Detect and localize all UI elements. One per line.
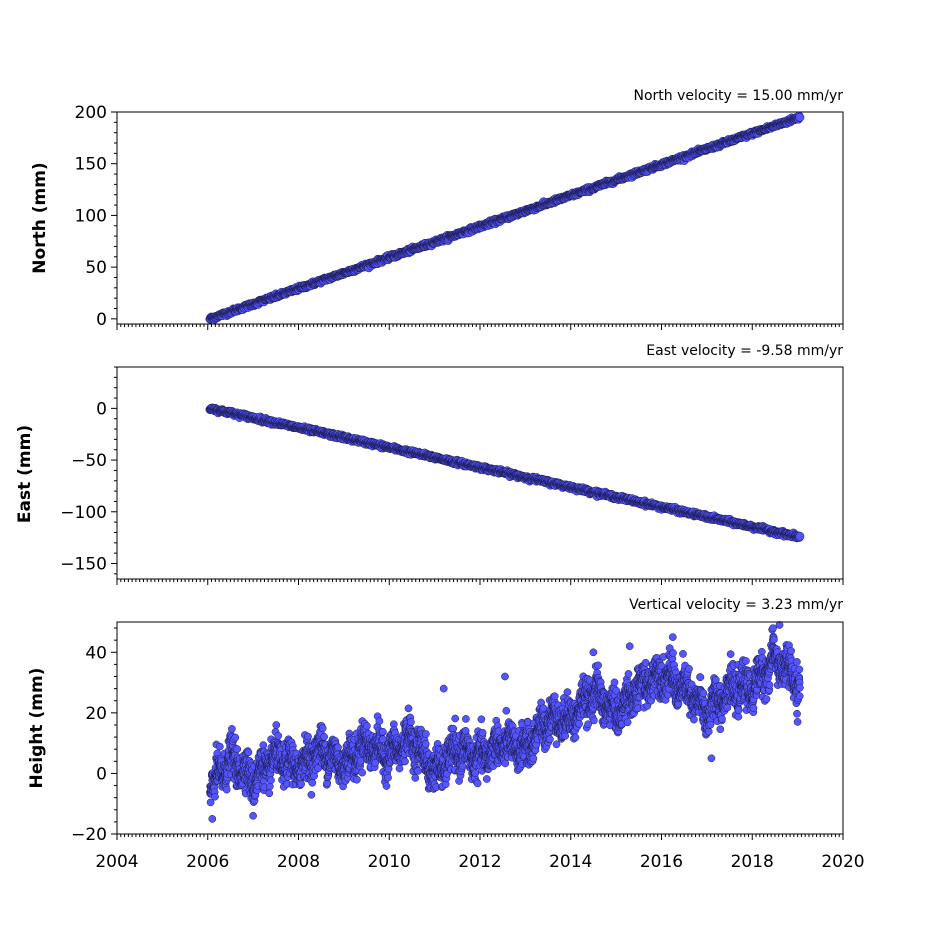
x-tick-label: 2018	[731, 852, 774, 872]
data-point	[407, 718, 415, 726]
data-point	[244, 748, 253, 757]
data-point	[411, 774, 420, 782]
data-point	[272, 721, 281, 729]
data-point	[353, 775, 361, 784]
data-point	[233, 745, 242, 753]
height-ylabel: Height (mm)	[27, 668, 47, 789]
data-point	[404, 704, 413, 713]
x-tick-label: 2008	[277, 852, 320, 872]
data-point	[265, 789, 274, 798]
north-panel: North velocity = 15.00 mm/yr North (mm) …	[30, 88, 844, 330]
data-point	[308, 778, 317, 787]
data-point	[375, 717, 384, 725]
data-point	[274, 731, 283, 740]
x-tick-label: 2012	[458, 852, 501, 872]
data-point	[318, 724, 327, 733]
data-point	[307, 790, 316, 799]
x-tick-label: 2004	[95, 852, 138, 872]
east-ylabel: East (mm)	[15, 425, 35, 523]
north-data-points	[205, 111, 805, 324]
data-point	[382, 782, 391, 790]
x-tick-label: 2006	[186, 852, 229, 872]
data-point	[384, 773, 392, 782]
y-tick-label: 100	[75, 206, 107, 226]
y-tick-label: 50	[85, 258, 107, 278]
data-point	[267, 776, 275, 785]
y-tick-label: −20	[71, 825, 107, 845]
y-tick-label: 0	[96, 310, 107, 330]
data-point	[462, 715, 470, 723]
data-point	[334, 743, 342, 752]
y-tick-label: −100	[60, 503, 107, 523]
y-tick-label: −150	[60, 554, 107, 574]
north-ylabel: North (mm)	[30, 162, 50, 273]
data-point	[795, 531, 805, 541]
y-tick-label: 20	[85, 704, 107, 724]
data-point	[356, 757, 365, 765]
x-tick-label: 2020	[821, 852, 864, 872]
y-tick-label: 40	[85, 643, 107, 663]
data-point	[414, 767, 422, 775]
x-tick-label: 2014	[549, 852, 592, 872]
data-point	[458, 762, 467, 770]
x-tick-label: 2016	[640, 852, 683, 872]
data-point	[401, 757, 409, 766]
data-point	[422, 730, 430, 738]
data-point	[795, 112, 805, 122]
data-point	[297, 780, 305, 788]
data-point	[358, 768, 367, 777]
y-tick-label: 150	[75, 155, 107, 175]
data-point	[421, 740, 430, 748]
data-point	[461, 726, 470, 735]
data-point	[215, 742, 224, 751]
east-velocity-title: East velocity = -9.58 mm/yr	[646, 343, 843, 359]
data-point	[451, 714, 460, 723]
x-tick-label: 2010	[368, 852, 411, 872]
y-tick-label: −50	[71, 451, 107, 471]
data-point	[304, 732, 312, 741]
data-point	[379, 727, 387, 736]
y-tick-label: 200	[75, 103, 107, 123]
data-point	[395, 764, 404, 773]
data-point	[320, 732, 328, 741]
data-point	[259, 741, 268, 749]
vertical-velocity-title: Vertical velocity = 3.23 mm/yr	[629, 597, 843, 613]
y-tick-label: 0	[96, 764, 107, 784]
y-tick-label: 0	[96, 399, 107, 419]
data-point	[222, 785, 231, 794]
data-point	[231, 733, 240, 742]
north-velocity-title: North velocity = 15.00 mm/yr	[633, 88, 843, 104]
data-point	[211, 792, 219, 801]
data-point	[363, 722, 371, 730]
data-point	[228, 725, 236, 733]
